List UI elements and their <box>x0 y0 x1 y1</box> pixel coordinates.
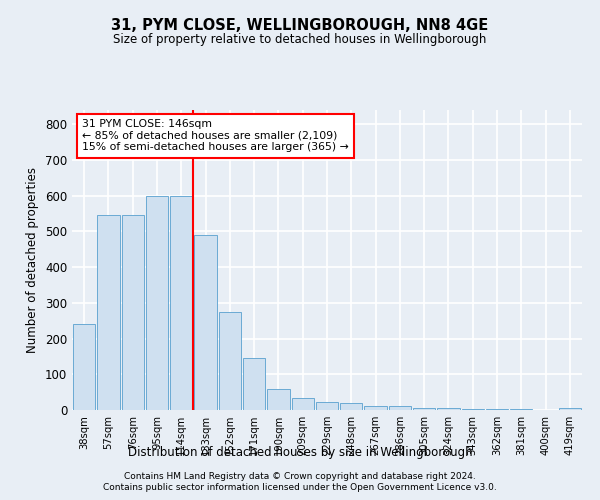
Y-axis label: Number of detached properties: Number of detached properties <box>26 167 40 353</box>
Bar <box>97 216 119 410</box>
Text: Size of property relative to detached houses in Wellingborough: Size of property relative to detached ho… <box>113 32 487 46</box>
Bar <box>413 408 436 410</box>
Bar <box>437 408 460 410</box>
Bar <box>461 408 484 410</box>
Bar <box>170 196 193 410</box>
Bar <box>73 324 95 410</box>
Bar <box>194 235 217 410</box>
Bar <box>486 409 508 410</box>
Text: Contains HM Land Registry data © Crown copyright and database right 2024.: Contains HM Land Registry data © Crown c… <box>124 472 476 481</box>
Bar <box>218 312 241 410</box>
Bar <box>389 406 411 410</box>
Bar <box>292 398 314 410</box>
Bar <box>559 408 581 410</box>
Bar <box>146 196 168 410</box>
Text: Contains public sector information licensed under the Open Government Licence v3: Contains public sector information licen… <box>103 484 497 492</box>
Bar <box>122 216 144 410</box>
Text: 31, PYM CLOSE, WELLINGBOROUGH, NN8 4GE: 31, PYM CLOSE, WELLINGBOROUGH, NN8 4GE <box>112 18 488 32</box>
Bar <box>340 403 362 410</box>
Text: 31 PYM CLOSE: 146sqm
← 85% of detached houses are smaller (2,109)
15% of semi-de: 31 PYM CLOSE: 146sqm ← 85% of detached h… <box>82 119 349 152</box>
Bar <box>267 388 290 410</box>
Bar <box>243 358 265 410</box>
Bar <box>364 406 387 410</box>
Text: Distribution of detached houses by size in Wellingborough: Distribution of detached houses by size … <box>128 446 472 459</box>
Bar <box>316 402 338 410</box>
